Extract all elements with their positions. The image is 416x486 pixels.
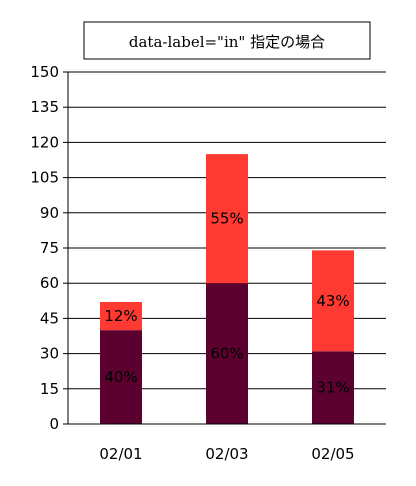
chart-title-frame: [83, 21, 371, 60]
bar-segment: [206, 283, 248, 424]
chart-title: data-label="in" 指定の場合: [129, 33, 325, 51]
y-tick-label: 15: [40, 380, 59, 398]
y-tick-label: 0: [49, 415, 59, 433]
y-tick-label: 75: [40, 239, 59, 257]
x-category-label: 02/01: [99, 445, 142, 463]
data-label: 43%: [316, 292, 349, 310]
bar-segment: [312, 351, 354, 424]
y-tick-label: 45: [40, 309, 59, 327]
x-axis-categories: 02/01 02/03 02/05: [99, 445, 354, 463]
y-tick-label: 30: [40, 345, 59, 363]
data-label: 60%: [210, 345, 243, 363]
data-label: 40%: [104, 368, 137, 386]
chart-title-box: data-label="in" 指定の場合: [83, 21, 371, 60]
bars: [100, 154, 354, 424]
bar-segment: [206, 154, 248, 284]
y-axis-ticks: 0 15 30 45 60 75 90 105 120 135 150: [30, 63, 68, 433]
y-tick-label: 150: [30, 63, 59, 81]
bar-segment: [100, 301, 142, 331]
data-label: 31%: [316, 379, 349, 397]
y-tick-label: 105: [30, 169, 59, 187]
x-category-label: 02/05: [311, 445, 354, 463]
bar-segment: [312, 250, 354, 352]
axes: [67, 72, 386, 425]
y-tick-label: 120: [30, 133, 59, 151]
data-labels: 40% 12% 60% 55% 31% 43%: [104, 210, 349, 397]
x-category-label: 02/03: [205, 445, 248, 463]
y-tick-label: 60: [40, 274, 59, 292]
y-tick-label: 90: [40, 204, 59, 222]
data-label: 55%: [210, 210, 243, 228]
y-tick-label: 135: [30, 98, 59, 116]
data-label: 12%: [104, 307, 137, 325]
bar-segment: [100, 330, 142, 424]
